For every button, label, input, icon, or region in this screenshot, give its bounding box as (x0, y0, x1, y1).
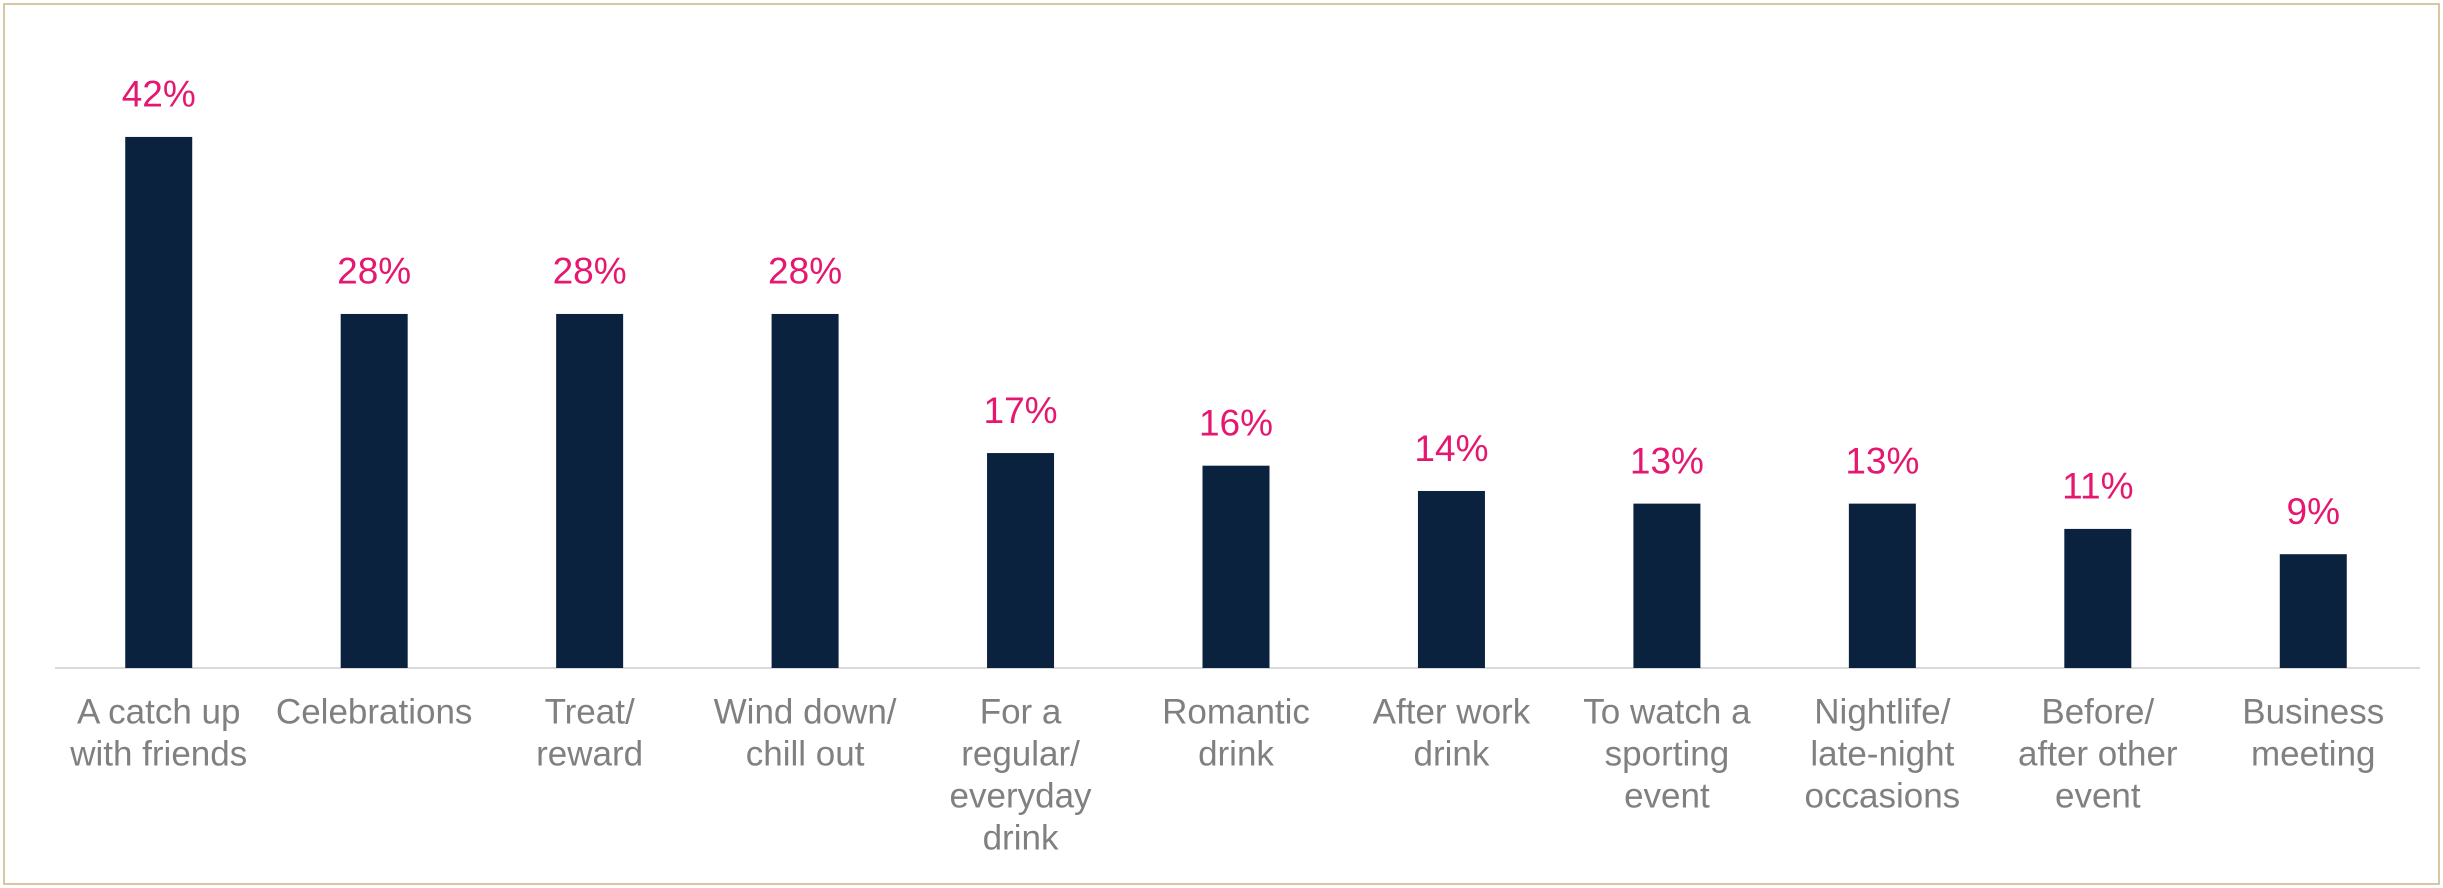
x-tick-label: event (2055, 776, 2141, 815)
x-tick-label: event (1624, 776, 1710, 815)
value-label: 16% (1199, 402, 1273, 443)
x-tick-label: For a (980, 692, 1062, 731)
value-label: 17% (984, 390, 1058, 431)
bar (987, 453, 1055, 668)
value-label: 28% (768, 251, 842, 292)
x-tick-label: A catch up (77, 692, 240, 731)
x-tick-label: drink (1414, 734, 1490, 773)
value-label: 11% (2062, 466, 2133, 507)
x-tick-label: After work (1373, 692, 1531, 731)
bar (2064, 528, 2132, 668)
value-label: 42% (122, 74, 196, 115)
x-tick-label: Treat/ (545, 692, 635, 731)
bar (340, 313, 408, 668)
value-label: 13% (1630, 440, 1704, 481)
bar (1417, 490, 1485, 668)
x-tick-label: with friends (69, 734, 247, 773)
bar (2279, 554, 2347, 668)
x-tick-label: regular/ (961, 734, 1080, 773)
bar (1202, 465, 1270, 668)
x-tick-label: Wind down/ (714, 692, 897, 731)
bar (771, 313, 839, 668)
x-tick-label: chill out (746, 734, 865, 773)
x-tick-label: Business (2242, 692, 2384, 731)
x-tick-label: meeting (2251, 734, 2376, 773)
x-tick-label: drink (1198, 734, 1274, 773)
x-tick-label: drink (983, 818, 1059, 857)
x-tick-label: Celebrations (276, 692, 473, 731)
x-tick-label: To watch a (1583, 692, 1751, 731)
bar (1633, 503, 1701, 668)
x-tick-label: occasions (1805, 776, 1961, 815)
x-tick-label: late-night (1810, 734, 1954, 773)
x-tick-label: reward (536, 734, 643, 773)
bar (1848, 503, 1916, 668)
value-label: 14% (1414, 428, 1488, 469)
x-tick-label: Nightlife/ (1814, 692, 1950, 731)
value-label: 9% (2287, 491, 2340, 532)
x-tick-label: sporting (1605, 734, 1730, 773)
x-tick-label: Before/ (2041, 692, 2154, 731)
x-tick-label: after other (2018, 734, 2178, 773)
x-tick-label: Romantic (1162, 692, 1310, 731)
value-label: 13% (1845, 440, 1919, 481)
x-tick-label: everyday (950, 776, 1093, 815)
frame (3, 3, 2440, 885)
bar (125, 136, 193, 668)
value-label: 28% (553, 251, 627, 292)
value-label: 28% (337, 251, 411, 292)
bar (556, 313, 624, 668)
